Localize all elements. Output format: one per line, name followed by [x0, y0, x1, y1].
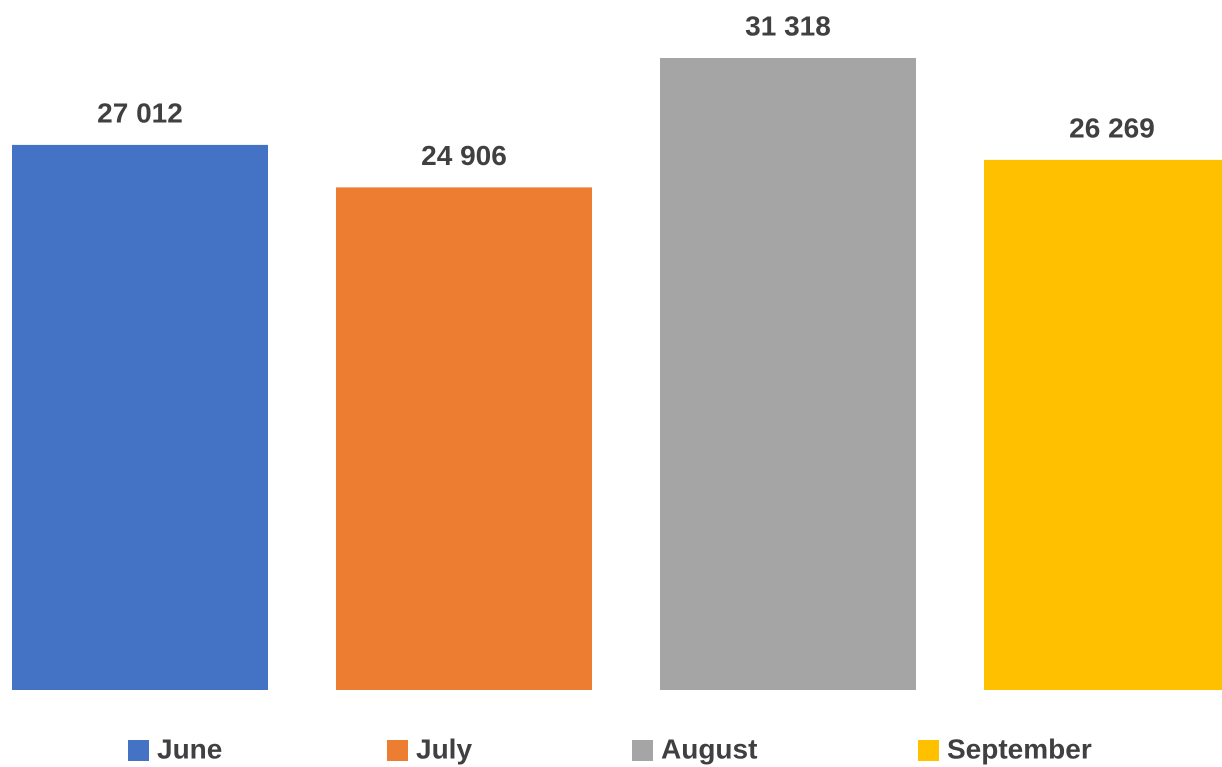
- legend-label: June: [157, 733, 222, 764]
- data-label: 31 318: [745, 10, 831, 41]
- data-label: 26 269: [1069, 112, 1155, 143]
- legend-swatch: [387, 740, 408, 761]
- legend-swatch: [128, 740, 149, 761]
- bar: [12, 144, 268, 691]
- legend-label: August: [661, 733, 757, 764]
- bar: [336, 187, 592, 691]
- legend-label: July: [416, 733, 472, 764]
- bar: [984, 159, 1222, 690]
- bar: [660, 58, 916, 690]
- data-label: 24 906: [421, 140, 507, 171]
- legend-swatch: [918, 740, 939, 761]
- legend-label: September: [947, 733, 1092, 764]
- legend-swatch: [632, 740, 653, 761]
- data-label: 27 012: [97, 97, 183, 128]
